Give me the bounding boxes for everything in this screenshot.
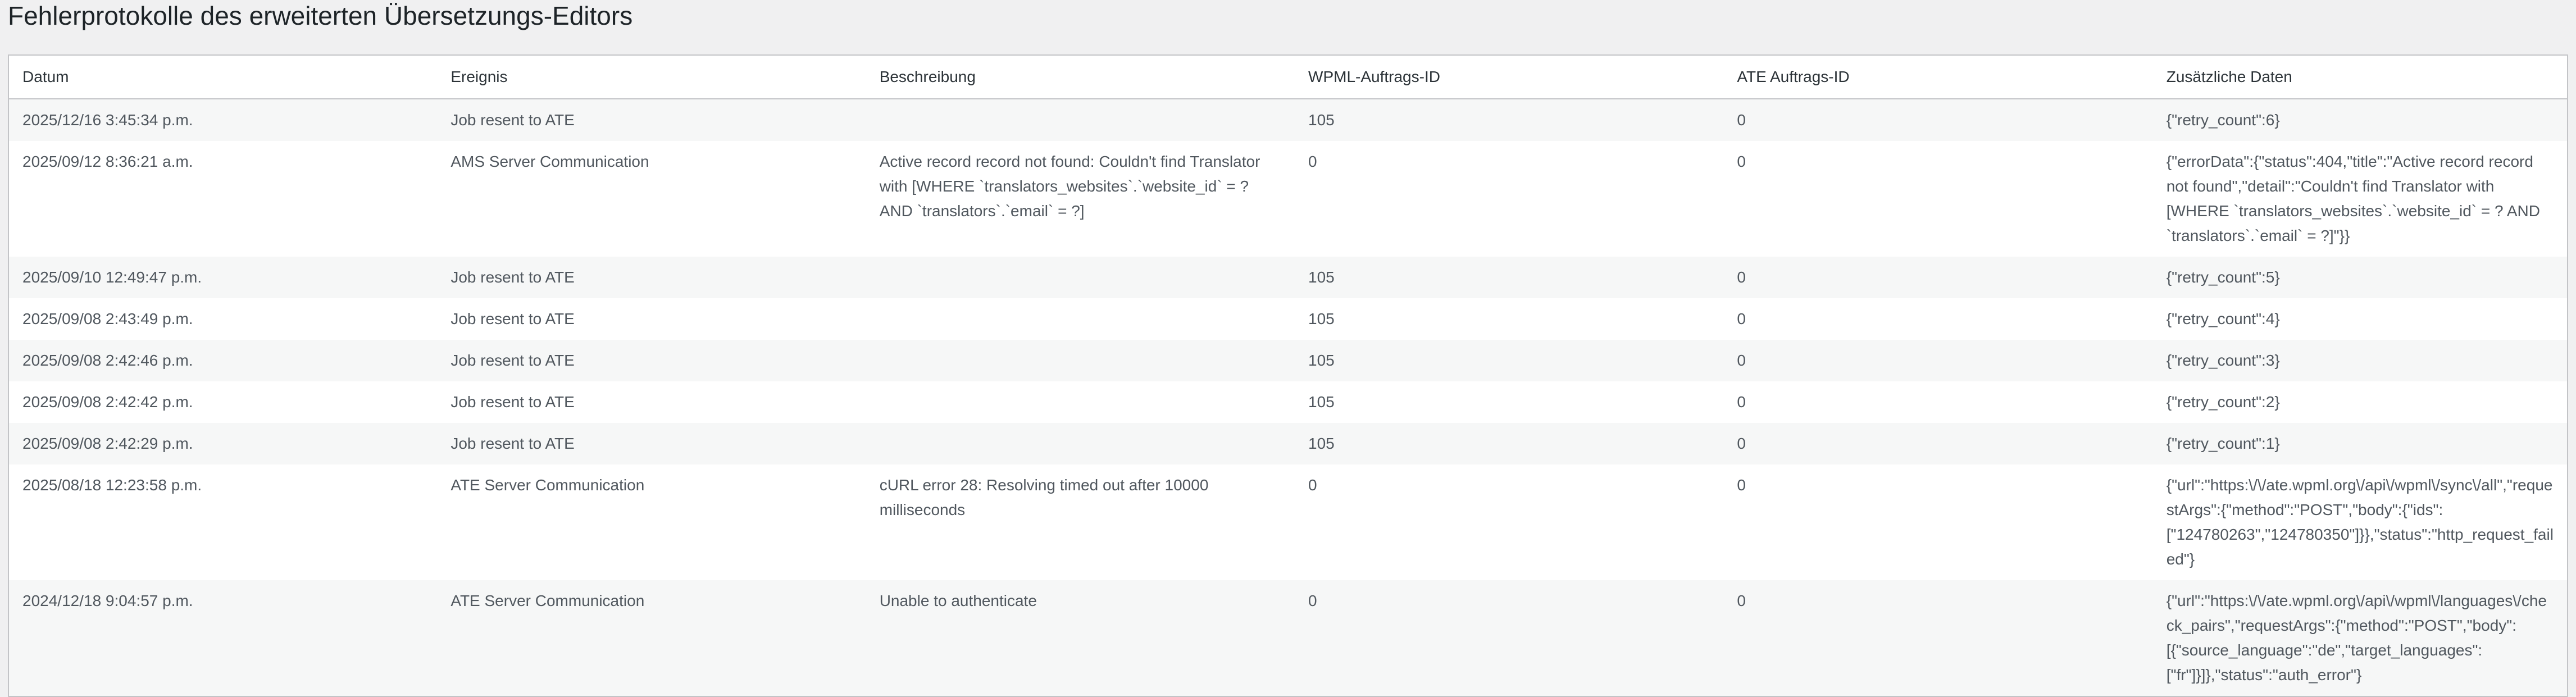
column-header-description: Beschreibung — [866, 55, 1295, 99]
cell-wpml-job-id: 0 — [1308, 153, 1317, 170]
cell-ate-job-id: 0 — [1737, 111, 1746, 129]
cell-date: 2025/09/08 2:42:29 p.m. — [22, 435, 193, 452]
cell-event: AMS Server Communication — [450, 153, 649, 170]
cell-description: Active record record not found: Couldn't… — [879, 153, 1260, 220]
table-row: 2025/08/18 12:23:58 p.m. ATE Server Commu… — [8, 464, 2568, 580]
cell-event: Job resent to ATE — [450, 268, 575, 286]
cell-additional-data: {"retry_count":3} — [2166, 352, 2280, 369]
cell-ate-job-id: 0 — [1737, 352, 1746, 369]
cell-ate-job-id: 0 — [1737, 476, 1746, 494]
cell-date: 2025/09/10 12:49:47 p.m. — [22, 268, 202, 286]
cell-additional-data: {"url":"https:\/\/ate.wpml.org\/api\/wpm… — [2166, 592, 2547, 684]
cell-description: cURL error 28: Resolving timed out after… — [879, 476, 1209, 518]
cell-ate-job-id: 0 — [1737, 592, 1746, 609]
cell-date: 2025/09/08 2:42:46 p.m. — [22, 352, 193, 369]
table-row: 2025/09/12 8:36:21 a.m. AMS Server Commun… — [8, 141, 2568, 257]
cell-additional-data: {"url":"https:\/\/ate.wpml.org\/api\/wpm… — [2166, 476, 2554, 568]
cell-ate-job-id: 0 — [1737, 393, 1746, 411]
cell-additional-data: {"retry_count":2} — [2166, 393, 2280, 411]
cell-wpml-job-id: 0 — [1308, 476, 1317, 494]
cell-event: ATE Server Communication — [450, 476, 645, 494]
cell-description — [866, 381, 1295, 423]
cell-description — [866, 423, 1295, 464]
cell-ate-job-id: 0 — [1737, 310, 1746, 327]
table-row: 2025/12/16 3:45:34 p.m. Job resent to ATE… — [8, 99, 2568, 141]
cell-date: 2024/12/18 9:04:57 p.m. — [22, 592, 193, 609]
table-row: 2024/12/18 9:04:57 p.m. ATE Server Commun… — [8, 580, 2568, 696]
cell-date: 2025/12/16 3:45:34 p.m. — [22, 111, 193, 129]
column-header-wpml-job-id: WPML-Auftrags-ID — [1295, 55, 1724, 99]
column-header-date: Datum — [8, 55, 438, 99]
cell-wpml-job-id: 105 — [1308, 310, 1335, 327]
cell-event: ATE Server Communication — [450, 592, 645, 609]
column-header-ate-job-id: ATE Auftrags-ID — [1723, 55, 2153, 99]
cell-ate-job-id: 0 — [1737, 268, 1746, 286]
cell-date: 2025/09/12 8:36:21 a.m. — [22, 153, 193, 170]
cell-event: Job resent to ATE — [450, 310, 575, 327]
cell-wpml-job-id: 105 — [1308, 393, 1335, 411]
cell-additional-data: {"errorData":{"status":404,"title":"Acti… — [2166, 153, 2540, 244]
column-header-event: Ereignis — [437, 55, 866, 99]
cell-event: Job resent to ATE — [450, 393, 575, 411]
table-row: 2025/09/10 12:49:47 p.m. Job resent to AT… — [8, 257, 2568, 298]
cell-event: Job resent to ATE — [450, 352, 575, 369]
cell-description: Unable to authenticate — [879, 592, 1037, 609]
cell-event: Job resent to ATE — [450, 111, 575, 129]
table-row: 2025/09/08 2:42:46 p.m. Job resent to ATE… — [8, 340, 2568, 381]
cell-description — [866, 99, 1295, 141]
cell-wpml-job-id: 105 — [1308, 435, 1335, 452]
cell-date: 2025/09/08 2:43:49 p.m. — [22, 310, 193, 327]
table-header-row: Datum Ereignis Beschreibung WPML-Auftrags-I… — [8, 55, 2568, 99]
page-title: Fehlerprotokolle des erweiterten Überset… — [8, 1, 633, 30]
cell-wpml-job-id: 105 — [1308, 352, 1335, 369]
table-row: 2025/09/08 2:43:49 p.m. Job resent to ATE… — [8, 298, 2568, 340]
cell-description — [866, 257, 1295, 298]
cell-event: Job resent to ATE — [450, 435, 575, 452]
cell-additional-data: {"retry_count":4} — [2166, 310, 2280, 327]
cell-ate-job-id: 0 — [1737, 435, 1746, 452]
cell-wpml-job-id: 105 — [1308, 111, 1335, 129]
cell-additional-data: {"retry_count":1} — [2166, 435, 2280, 452]
cell-wpml-job-id: 105 — [1308, 268, 1335, 286]
column-header-additional-data: Zusätzliche Daten — [2152, 55, 2568, 99]
cell-ate-job-id: 0 — [1737, 153, 1746, 170]
error-log-table: Datum Ereignis Beschreibung WPML-Auftrags-I… — [8, 54, 2568, 697]
cell-additional-data: {"retry_count":6} — [2166, 111, 2280, 129]
cell-date: 2025/09/08 2:42:42 p.m. — [22, 393, 193, 411]
cell-wpml-job-id: 0 — [1308, 592, 1317, 609]
cell-date: 2025/08/18 12:23:58 p.m. — [22, 476, 202, 494]
cell-description — [866, 340, 1295, 381]
cell-additional-data: {"retry_count":5} — [2166, 268, 2280, 286]
cell-description — [866, 298, 1295, 340]
table-row: 2025/09/08 2:42:42 p.m. Job resent to ATE… — [8, 381, 2568, 423]
table-row: 2025/09/08 2:42:29 p.m. Job resent to ATE… — [8, 423, 2568, 464]
